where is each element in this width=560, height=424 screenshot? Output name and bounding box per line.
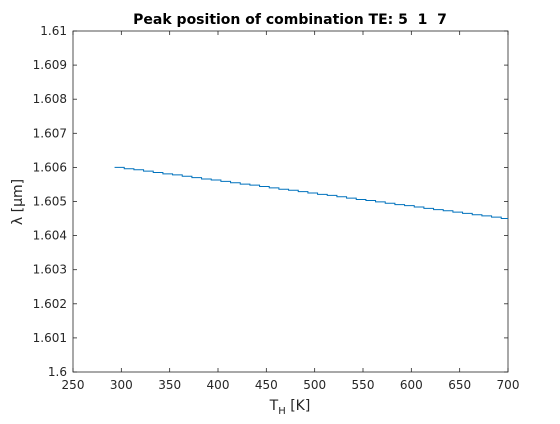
y-tick-label: 1.601: [33, 331, 67, 345]
y-tick-label: 1.609: [33, 58, 67, 72]
plot-area: 250 300 350 400 450 500 550 600 650 700 1.6 1.601 1.…: [33, 24, 520, 392]
y-tick-label: 1.608: [33, 92, 67, 106]
x-tick-label: 650: [448, 378, 471, 392]
x-axis-label-unit: [K]: [286, 398, 311, 414]
y-tick-label: 1.602: [33, 297, 67, 311]
x-axis-label: TH [K]: [269, 398, 311, 417]
x-tick-label: 550: [352, 378, 375, 392]
x-tick-label: 350: [158, 378, 181, 392]
y-tick-label: 1.61: [40, 24, 67, 38]
y-tick-label: 1.603: [33, 263, 67, 277]
x-tick-label: 600: [400, 378, 423, 392]
chart-title: Peak position of combination TE: 5 1 7: [133, 12, 447, 28]
x-tick-label: 250: [62, 378, 85, 392]
x-axis-label-main: T: [269, 398, 279, 414]
y-tick-label: 1.607: [33, 126, 67, 140]
y-tick-label: 1.6: [48, 365, 67, 379]
y-tick-label: 1.604: [33, 229, 67, 243]
y-tick-label: 1.606: [33, 160, 67, 174]
x-tick-label: 450: [255, 378, 278, 392]
axes-box: [72, 30, 509, 373]
x-tick-label: 700: [497, 378, 520, 392]
series-line: [114, 166, 508, 220]
x-tick-label: 300: [110, 378, 133, 392]
y-axis-label: λ [μm]: [10, 179, 26, 225]
x-axis-label-subscript: H: [278, 406, 286, 417]
x-tick-label: 500: [303, 378, 326, 392]
y-tick-label: 1.605: [33, 195, 67, 209]
x-tick-label: 400: [207, 378, 230, 392]
